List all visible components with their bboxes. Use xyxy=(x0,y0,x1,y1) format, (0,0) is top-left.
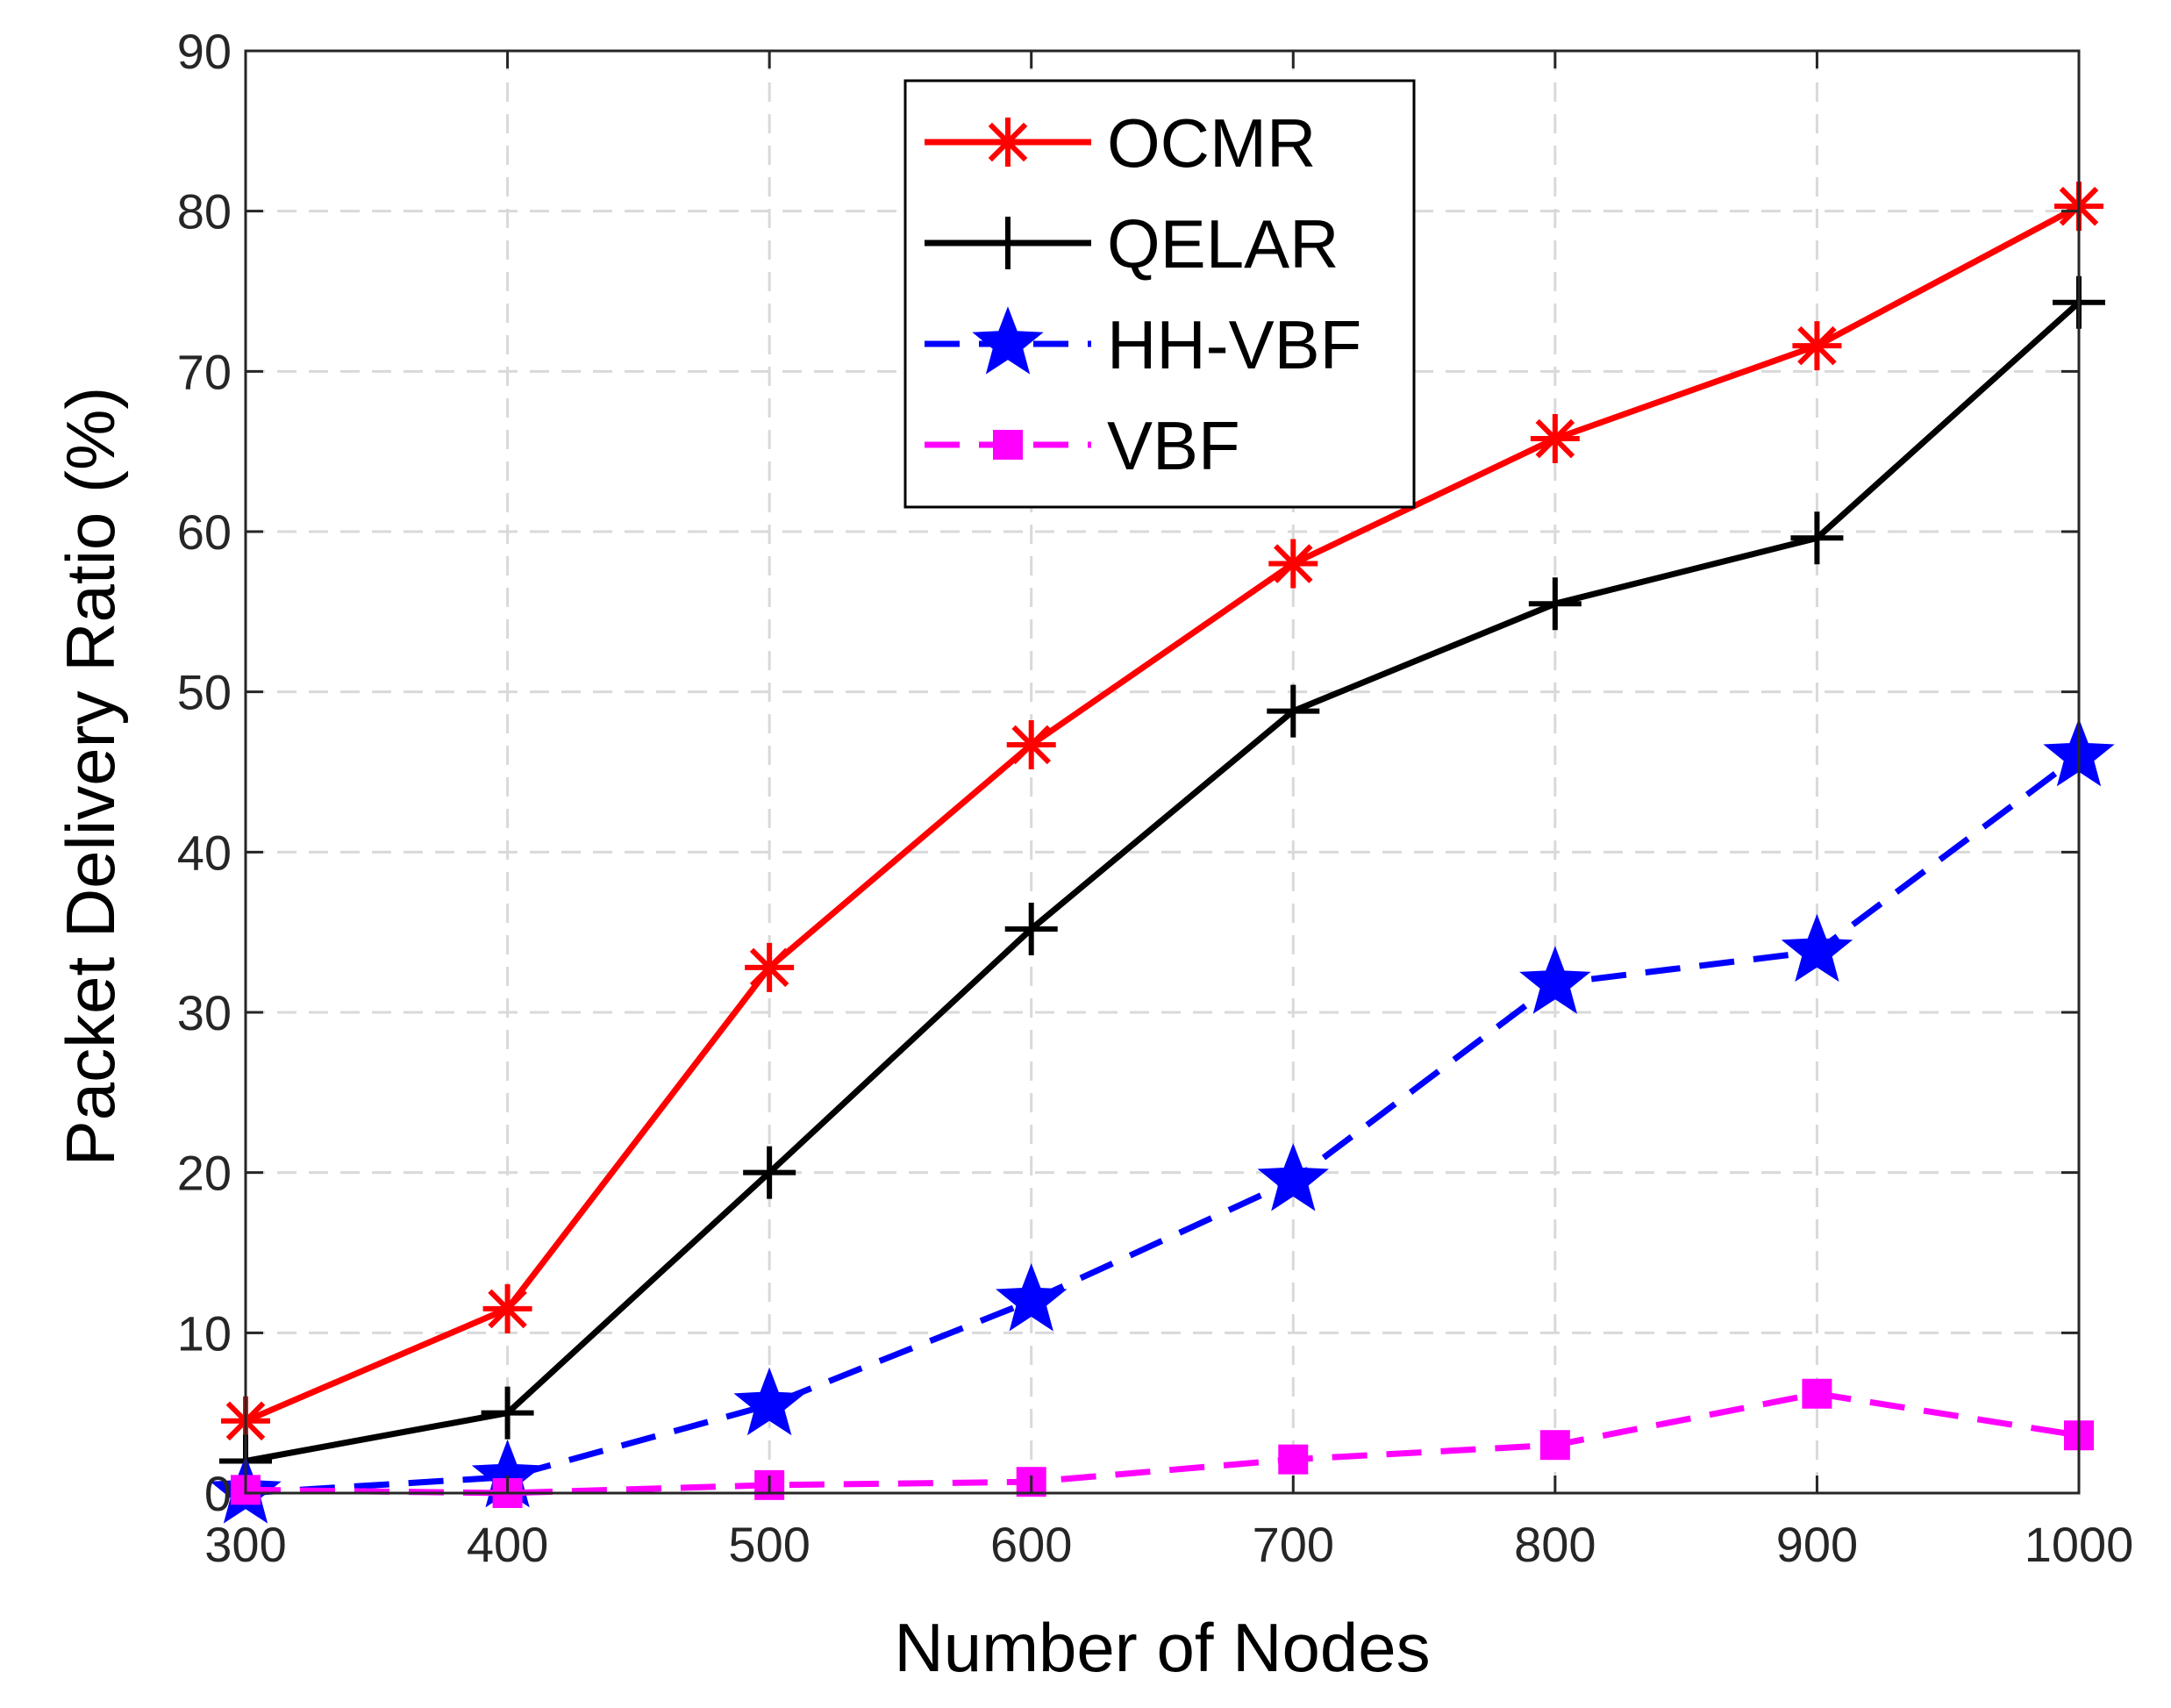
x-tick-label: 900 xyxy=(1776,1517,1858,1572)
y-tick-label: 40 xyxy=(177,825,232,880)
series-line xyxy=(244,204,2081,1425)
data-point xyxy=(1004,903,1058,956)
marker-stroke xyxy=(1274,544,1313,583)
legend-label: HH-VBF xyxy=(1107,306,1361,383)
y-tick-label: 20 xyxy=(177,1146,232,1201)
legend-item: QELAR xyxy=(925,205,1339,282)
data-point xyxy=(1519,946,1591,1014)
y-tick-label: 50 xyxy=(177,665,232,720)
marker-stroke xyxy=(1011,725,1051,765)
data-point xyxy=(1792,321,1842,371)
series-line xyxy=(245,1390,2080,1497)
series-hh-vbf xyxy=(210,718,2115,1524)
y-tick-label: 10 xyxy=(177,1305,232,1361)
axes: 300 400 500 600 700 800 900 1000 0 10 20 30 40 50 60 70… xyxy=(177,24,2134,1572)
legend: OCMR QELAR HH-VBF VBF xyxy=(903,79,1416,509)
series-line xyxy=(245,300,2082,1464)
x-tick-label: 500 xyxy=(728,1517,810,1572)
y-tick-label: 30 xyxy=(177,985,232,1040)
marker-stroke xyxy=(488,1289,527,1329)
data-point xyxy=(1528,577,1582,631)
marker-stroke xyxy=(1535,418,1575,459)
y-tick-label: 70 xyxy=(177,344,232,399)
legend-marker xyxy=(993,430,1023,460)
data-point xyxy=(1267,684,1320,738)
data-point xyxy=(481,1386,534,1440)
marker-stroke xyxy=(1797,325,1837,366)
data-point xyxy=(733,1367,805,1436)
marker-stroke xyxy=(988,122,1028,162)
legend-marker xyxy=(982,217,1034,269)
axes-box xyxy=(244,49,2081,1495)
data-point xyxy=(745,942,795,992)
series-line xyxy=(245,753,2082,1497)
data-point xyxy=(743,1146,796,1199)
legend-marker xyxy=(972,306,1044,375)
legend-item: OCMR xyxy=(925,104,1316,182)
legend-box xyxy=(903,79,1416,509)
data-point xyxy=(1802,1378,1832,1409)
legend-marker xyxy=(983,118,1032,167)
y-tick-label: 60 xyxy=(177,504,232,560)
x-tick-label: 700 xyxy=(1253,1517,1334,1572)
series-layer xyxy=(210,182,2115,1524)
x-tick-label: 1000 xyxy=(2025,1517,2134,1572)
y-tick-label: 0 xyxy=(204,1466,232,1521)
legend-label: QELAR xyxy=(1107,205,1339,282)
data-point xyxy=(482,1283,532,1333)
data-point xyxy=(1257,1142,1329,1211)
data-point xyxy=(1006,719,1056,769)
data-point xyxy=(1539,1430,1570,1461)
legend-item: VBF xyxy=(925,407,1240,484)
data-point xyxy=(1268,539,1318,589)
x-tick-label: 400 xyxy=(467,1517,548,1572)
x-tick-label: 800 xyxy=(1514,1517,1596,1572)
x-axis-label: Number of Nodes xyxy=(894,1609,1430,1686)
y-axis-label: Packet Delivery Ratio (%) xyxy=(52,387,129,1167)
legend-label: OCMR xyxy=(1107,104,1316,182)
data-point xyxy=(1530,414,1580,464)
legend-item: HH-VBF xyxy=(925,306,1361,383)
y-tick-label: 80 xyxy=(177,184,232,239)
x-tick-label: 600 xyxy=(990,1517,1072,1572)
y-tick-label: 90 xyxy=(177,24,232,79)
x-tick-label: 300 xyxy=(204,1517,286,1572)
data-point xyxy=(1278,1444,1309,1475)
legend-label: VBF xyxy=(1107,407,1240,484)
marker-stroke xyxy=(749,947,789,988)
data-point xyxy=(996,1262,1068,1332)
data-point xyxy=(1781,913,1853,983)
data-point xyxy=(1790,511,1844,565)
